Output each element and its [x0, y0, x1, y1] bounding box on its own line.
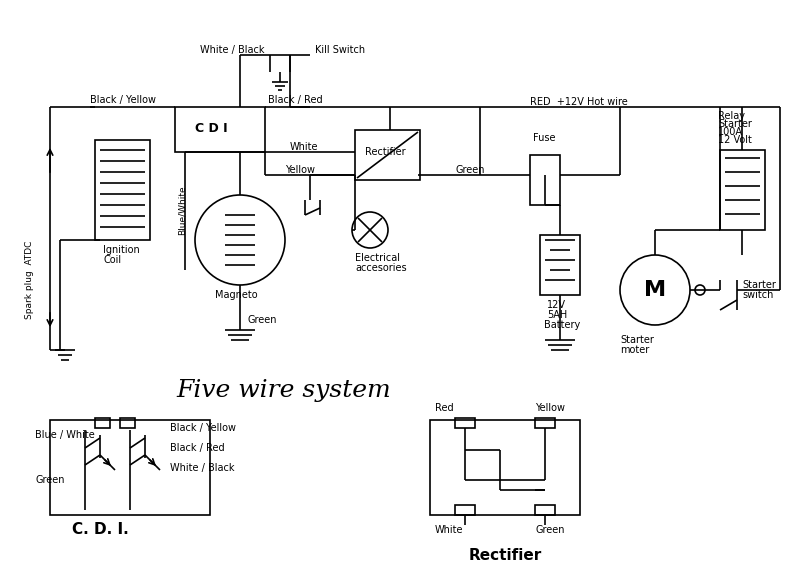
Bar: [535, 505, 555, 515]
Text: Green: Green: [248, 315, 278, 325]
Text: Green: Green: [35, 475, 65, 485]
Text: Ignition: Ignition: [103, 245, 140, 255]
Text: Battery: Battery: [544, 320, 580, 330]
Text: C D I: C D I: [195, 121, 228, 134]
Bar: [120, 418, 135, 428]
Text: White / Black: White / Black: [200, 45, 265, 55]
Text: Green: Green: [455, 165, 485, 175]
Text: Black / Yellow: Black / Yellow: [90, 95, 156, 105]
Text: Black / Red: Black / Red: [268, 95, 322, 105]
Text: Coil: Coil: [103, 255, 121, 265]
Text: C. D. I.: C. D. I.: [72, 523, 128, 537]
Bar: [95, 418, 110, 428]
Bar: [540, 235, 580, 295]
Text: White: White: [435, 525, 463, 535]
Text: White / Black: White / Black: [170, 463, 234, 473]
Text: Red: Red: [435, 403, 454, 413]
Bar: [455, 505, 475, 515]
Text: Black / Red: Black / Red: [170, 443, 225, 453]
Text: Blue / White: Blue / White: [35, 430, 94, 440]
Bar: [535, 418, 555, 428]
Text: accesories: accesories: [355, 263, 406, 273]
Bar: [530, 155, 560, 205]
Bar: [720, 150, 765, 230]
Text: Black / Yellow: Black / Yellow: [170, 423, 236, 433]
Text: moter: moter: [620, 345, 650, 355]
Text: Fuse: Fuse: [533, 133, 555, 143]
Text: White: White: [290, 142, 318, 152]
Text: Rectifier: Rectifier: [365, 147, 406, 157]
Bar: [355, 130, 420, 180]
Bar: [95, 140, 150, 240]
Bar: [430, 420, 580, 515]
Text: Electrical: Electrical: [355, 253, 400, 263]
Text: Starter: Starter: [620, 335, 654, 345]
Text: RED  +12V Hot wire: RED +12V Hot wire: [530, 97, 628, 107]
Text: Five wire system: Five wire system: [176, 378, 390, 402]
Text: Starter: Starter: [718, 119, 752, 129]
Text: Rectifier: Rectifier: [468, 548, 542, 562]
Bar: [175, 107, 265, 152]
Text: Blue/White: Blue/White: [178, 185, 186, 235]
Text: Green: Green: [535, 525, 565, 535]
Text: 5AH: 5AH: [547, 310, 567, 320]
Bar: [455, 418, 475, 428]
Text: Relay: Relay: [718, 111, 745, 121]
Text: Yellow: Yellow: [535, 403, 565, 413]
Text: Magneto: Magneto: [215, 290, 258, 300]
Text: 100A: 100A: [718, 127, 743, 137]
Text: Spark plug  ATDC: Spark plug ATDC: [26, 241, 34, 319]
Text: Yellow: Yellow: [285, 165, 315, 175]
Text: Starter: Starter: [742, 280, 776, 290]
Text: switch: switch: [742, 290, 774, 300]
Text: M: M: [644, 280, 666, 300]
Text: 12V: 12V: [547, 300, 566, 310]
Text: 12 Volt: 12 Volt: [718, 135, 752, 145]
Text: Kill Switch: Kill Switch: [315, 45, 365, 55]
Bar: [50, 420, 210, 515]
